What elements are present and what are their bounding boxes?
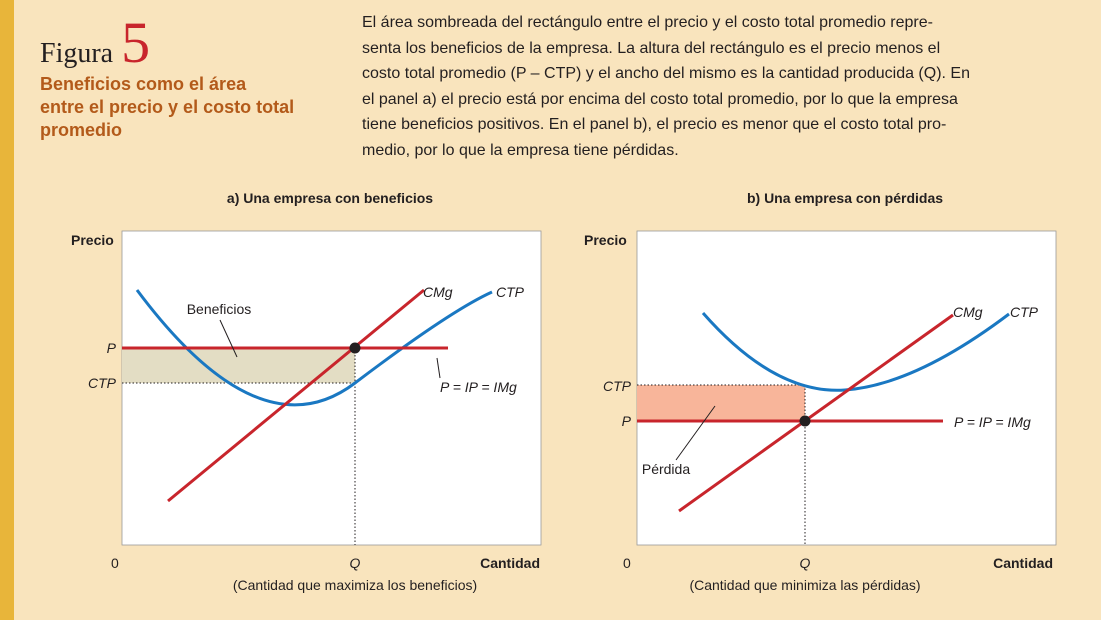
panel-a-ctp-label: CTP [88, 375, 117, 391]
panel-a-atc-curve [135, 289, 493, 407]
panel-b-area-label: Pérdida [642, 461, 690, 477]
left-accent-bar [0, 0, 14, 620]
panel-b-origin: 0 [623, 555, 631, 571]
panel-a-area-label: Beneficios [187, 301, 252, 317]
panel-b: b) Una empresa con pérdidas Precio Canti… [584, 190, 1057, 593]
loss-area [637, 385, 805, 421]
figure-word: Figura [40, 38, 114, 69]
panel-b-title: b) Una empresa con pérdidas [747, 190, 943, 206]
panel-b-ctp-label: CTP [603, 378, 632, 394]
panel-b-mc-curve [678, 313, 954, 513]
figure-number: 5 [121, 10, 151, 75]
panel-a-mc-label: CMg [423, 284, 453, 300]
panel-a-x-note: (Cantidad que maximiza los beneficios) [233, 577, 477, 593]
figure-caption: El área sombreada del rectángulo entre e… [362, 10, 1090, 163]
panel-b-price-line-label: P = IP = IMg [954, 414, 1031, 430]
panel-b-atc-curve [701, 312, 1010, 392]
panel-b-p-label: P [622, 413, 632, 429]
panel-a-equilibrium-point [349, 342, 361, 354]
panel-a-price-leader [436, 357, 441, 379]
panel-a-price-line-label: P = IP = IMg [440, 379, 517, 395]
profit-area [122, 348, 355, 383]
figure-label: Figura 5 [40, 14, 150, 72]
caption-line: senta los beneficios de la empresa. La a… [362, 39, 941, 57]
panel-a-origin: 0 [111, 555, 119, 571]
panel-a-title: a) Una empresa con beneficios [227, 190, 433, 206]
panel-a-plot-area [121, 230, 542, 546]
panel-b-equilibrium-point [799, 415, 811, 427]
panel-a-atc-label: CTP [496, 284, 525, 300]
panel-a: a) Una empresa con beneficios Precio Can… [71, 190, 542, 593]
caption-line: costo total promedio (P – CTP) y el anch… [362, 65, 970, 82]
panel-b-mc-label: CMg [953, 304, 983, 320]
figure-subtitle: Beneficios como el área entre el precio … [40, 74, 295, 140]
panel-a-y-axis-label: Precio [71, 232, 114, 248]
panel-a-area-leader [219, 319, 238, 358]
caption-line: El área sombreada del rectángulo entre e… [362, 14, 933, 31]
panel-a-x-axis-label: Cantidad [480, 555, 540, 571]
caption-line: el panel a) el precio está por encima de… [362, 90, 958, 108]
panel-a-p-label: P [107, 340, 117, 356]
panel-b-atc-label: CTP [1010, 304, 1039, 320]
caption-line: tiene beneficios positivos. En el panel … [362, 116, 947, 133]
panel-b-q-label: Q [800, 555, 811, 571]
panel-a-q-label: Q [350, 555, 361, 571]
panel-a-mc-curve [167, 288, 425, 503]
caption-line: medio, por lo que la empresa tiene pérdi… [362, 141, 679, 159]
panel-b-area-leader [675, 405, 716, 461]
panel-b-x-axis-label: Cantidad [993, 555, 1053, 571]
panel-b-x-note: (Cantidad que minimiza las pérdidas) [689, 577, 920, 593]
panel-b-y-axis-label: Precio [584, 232, 627, 248]
